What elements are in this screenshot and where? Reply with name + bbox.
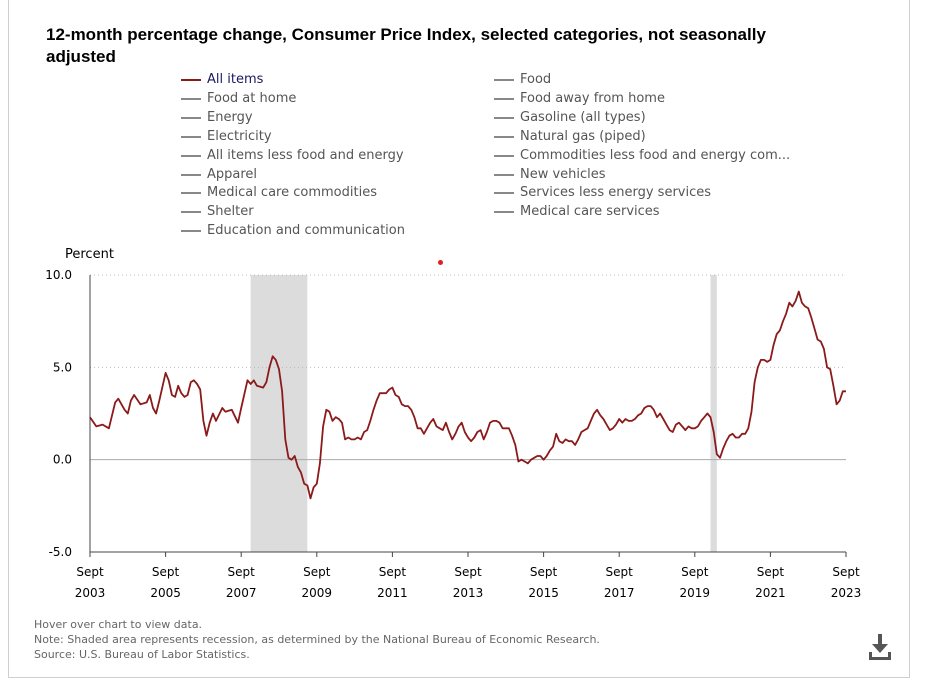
x-tick-month: Sept <box>530 565 558 579</box>
x-tick-year: 2019 <box>680 586 711 600</box>
download-button[interactable] <box>866 632 894 662</box>
legend-swatch <box>494 116 514 119</box>
x-tick-month: Sept <box>606 565 634 579</box>
chart-title: 12-month percentage change, Consumer Pri… <box>46 25 766 66</box>
legend-swatch <box>181 135 201 138</box>
legend-swatch <box>181 79 201 81</box>
legend-swatch <box>494 192 514 195</box>
legend-label: Food <box>520 72 552 87</box>
legend-label: Food away from home <box>520 90 665 106</box>
legend-swatch <box>181 192 201 195</box>
y-axis-label: Percent <box>65 247 114 262</box>
x-tick-year: 2005 <box>150 586 181 600</box>
x-tick-year: 2011 <box>377 586 408 600</box>
x-tick-year: 2023 <box>831 586 862 600</box>
recession-note: Note: Shaded area represents recession, … <box>34 633 600 646</box>
legend-swatch <box>181 116 201 119</box>
legend-swatch <box>494 154 514 157</box>
legend-swatch <box>494 97 514 100</box>
legend-label: Commodities less food and energy com... <box>520 147 791 163</box>
y-tick-label: 0.0 <box>53 453 72 467</box>
legend-label: All items less food and energy <box>207 147 404 163</box>
legend-swatch <box>181 154 201 157</box>
legend-swatch <box>181 97 201 100</box>
x-tick-year: 2007 <box>226 586 257 600</box>
legend-label: Electricity <box>207 128 272 144</box>
legend-label: Services less energy services <box>520 185 712 201</box>
x-tick-month: Sept <box>379 565 407 579</box>
legend-label: Energy <box>207 109 253 125</box>
y-tick-label: 10.0 <box>45 268 72 282</box>
x-tick-month: Sept <box>76 565 104 579</box>
x-tick-month: Sept <box>454 565 482 579</box>
x-tick-year: 2017 <box>604 586 635 600</box>
chart-notes: Hover over chart to view data. Note: Sha… <box>34 617 600 662</box>
legend-swatch <box>494 173 514 176</box>
y-tick-label: 5.0 <box>53 360 72 374</box>
legend-label: Shelter <box>207 204 254 220</box>
legend-label: New vehicles <box>520 166 606 182</box>
legend-label: Education and communication <box>207 223 405 239</box>
recession-band <box>250 275 308 552</box>
line-chart[interactable]: 10.0 5.0 0.0 -5.0 Percent Sept 2003 Sept 2005 Sep… <box>0 240 927 610</box>
chart-panel <box>8 0 910 678</box>
x-tick-month: Sept <box>228 565 256 579</box>
legend-swatch <box>494 79 514 81</box>
legend-swatch <box>181 211 201 214</box>
legend-label: Medical care commodities <box>207 185 377 201</box>
legend-swatch <box>494 135 514 138</box>
y-tick-label: -5.0 <box>49 545 72 559</box>
x-tick-month: Sept <box>757 565 785 579</box>
x-tick-year: 2003 <box>75 586 106 600</box>
series-line-all-items <box>89 290 846 500</box>
x-tick-year: 2013 <box>453 586 484 600</box>
recession-band <box>710 275 717 552</box>
legend-label: Natural gas (piped) <box>520 128 646 144</box>
x-tick-month: Sept <box>303 565 331 579</box>
legend-label: Medical care services <box>520 204 660 220</box>
hover-hint: Hover over chart to view data. <box>34 618 203 631</box>
x-tick-month: Sept <box>681 565 709 579</box>
legend-label: Apparel <box>207 166 258 182</box>
x-tick-year: 2009 <box>302 586 333 600</box>
x-tick-year: 2015 <box>528 586 559 600</box>
legend-swatch <box>181 230 201 233</box>
legend-label: Food at home <box>207 90 297 106</box>
status-indicator-dot <box>438 260 443 265</box>
legend-label: All items <box>207 72 264 87</box>
x-tick-month: Sept <box>832 565 860 579</box>
x-tick-month: Sept <box>152 565 180 579</box>
x-tick-year: 2021 <box>755 586 786 600</box>
legend-swatch <box>494 211 514 214</box>
legend-swatch <box>181 173 201 176</box>
download-icon <box>869 634 891 660</box>
legend-label: Gasoline (all types) <box>520 109 646 125</box>
source-note: Source: U.S. Bureau of Labor Statistics. <box>34 648 250 661</box>
